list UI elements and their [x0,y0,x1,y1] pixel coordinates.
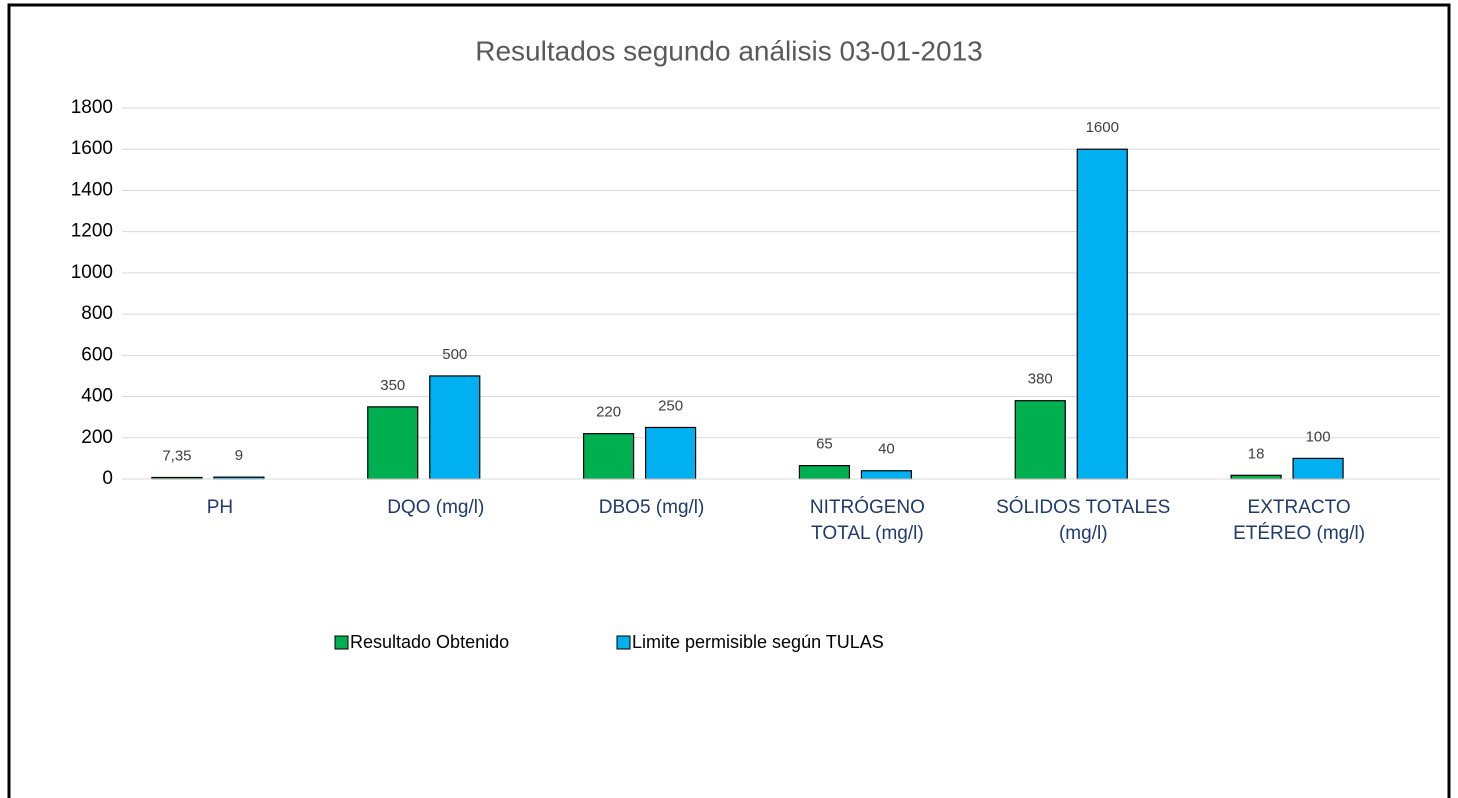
y-tick-label: 600 [81,344,113,365]
legend-swatch [616,635,631,650]
data-label: 65 [816,436,833,453]
data-label: 40 [878,441,895,458]
chart-title: Resultados segundo análisis 03-01-2013 [475,35,982,66]
data-label: 500 [442,346,467,363]
bar [644,426,697,480]
y-tick-label: 1400 [71,179,113,200]
y-tick-label: 1600 [71,138,113,159]
x-tick-label: NITRÓGENO TOTAL (mg/l) [809,497,925,544]
data-label: 250 [658,397,683,414]
data-label: 380 [1028,371,1053,388]
bar [582,433,635,480]
x-tick-label: SÓLIDOS TOTALES (mg/l) [996,497,1171,544]
bar [1014,400,1066,480]
bar [429,375,481,480]
bar [1230,474,1282,480]
legend-label: Resultado Obtenido [350,632,509,652]
y-tick-label: 800 [81,303,113,324]
bar [798,465,851,480]
x-tick-label: DQO (mg/l) [387,497,485,518]
x-tick-label: DBO5 (mg/l) [598,497,705,518]
y-tick-label: 0 [102,468,113,489]
y-tick-label: 400 [81,386,113,407]
data-label: 7,35 [162,447,191,464]
legend-label: Limite permisible según TULAS [632,632,884,652]
y-tick-label: 200 [81,427,113,448]
legend-swatch [334,635,349,650]
bar [1292,457,1344,480]
chart-frame [7,3,1451,798]
data-label: 100 [1306,428,1331,445]
data-label: 220 [596,404,621,421]
data-label: 9 [235,447,243,464]
y-tick-label: 1000 [71,262,113,283]
data-label: 350 [380,377,405,394]
bar [860,470,913,480]
bar [1076,148,1128,480]
x-tick-label: PH [206,497,234,518]
bar [367,406,419,480]
data-label: 1600 [1086,119,1119,136]
y-tick-label: 1200 [71,221,113,242]
y-tick-label: 1800 [71,97,113,118]
x-tick-label: EXTRACTO ETÉREO (mg/l) [1233,497,1366,544]
data-label: 18 [1248,445,1265,462]
